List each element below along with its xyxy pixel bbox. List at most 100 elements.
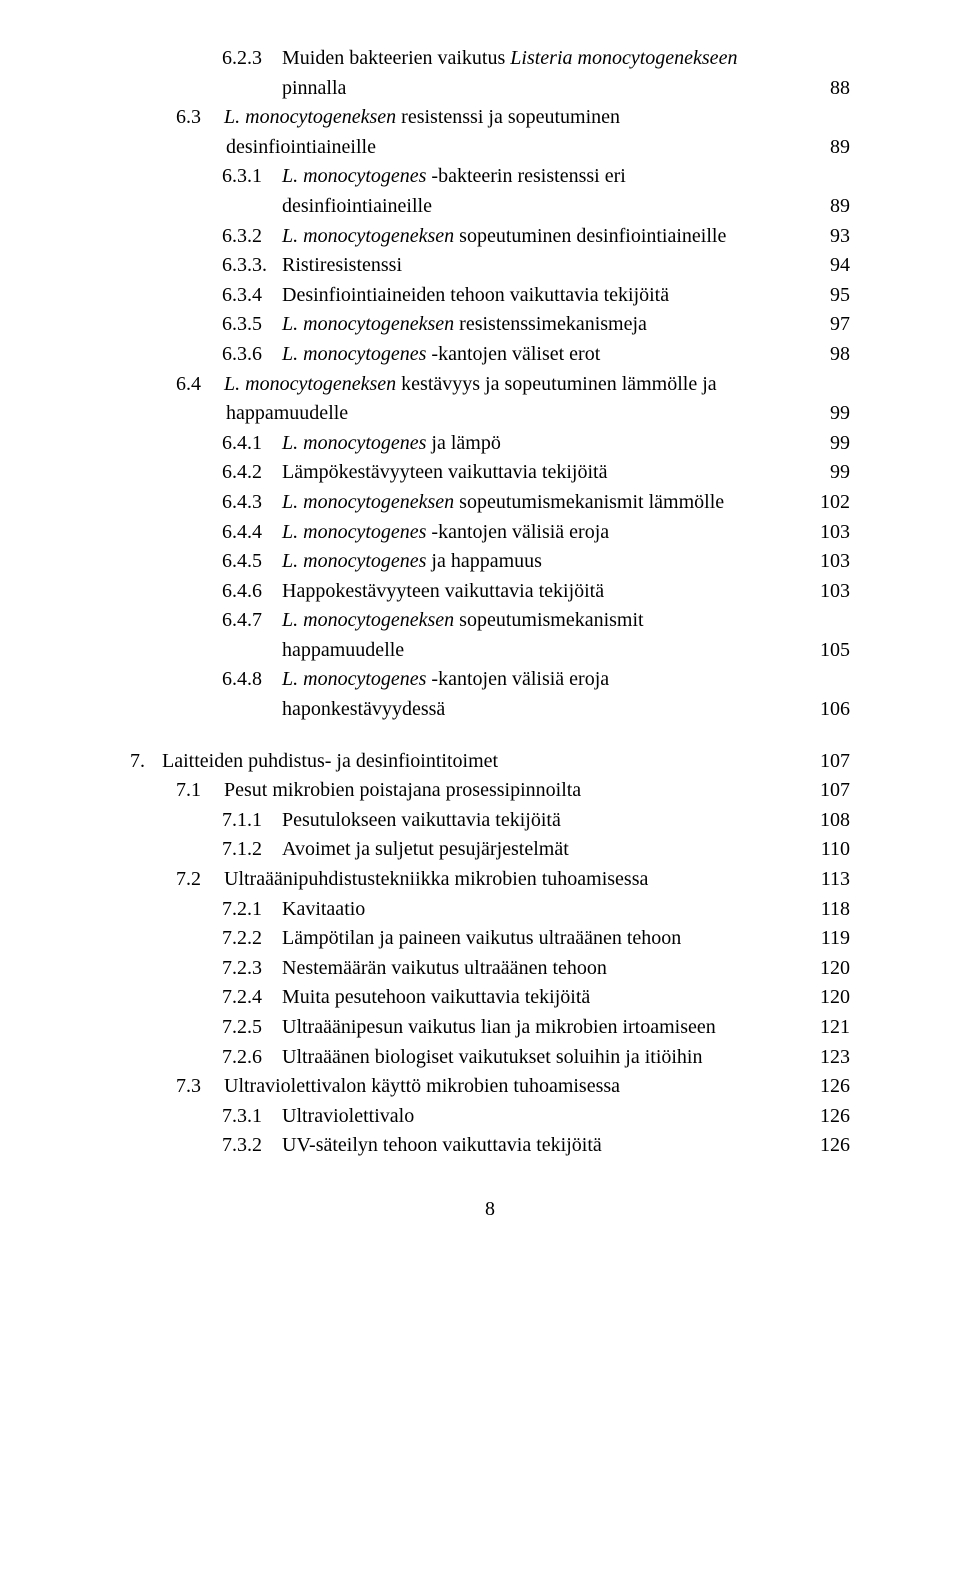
toc-entry-text: 6.4.8 L. monocytogenes -kantojen välisiä… [130, 665, 810, 695]
toc-entry: haponkestävyydessä 106 [130, 695, 850, 725]
toc-entry-text: 6.3 L. monocytogeneksen resistenssi ja s… [130, 103, 810, 133]
toc-entry: pinnalla 88 [130, 74, 850, 104]
toc-entry-number: 7.2 [176, 865, 224, 895]
toc-entry-number: 7.3.1 [222, 1102, 282, 1132]
toc-entry-page: 103 [810, 577, 850, 607]
toc-entry-label: resistenssi ja sopeutuminen [396, 106, 620, 128]
toc-entry-number: 6.4.5 [222, 547, 282, 577]
toc-entry-label: kestävyys ja sopeutuminen lämmölle ja [396, 373, 717, 395]
toc-entry-number: 6.3.3. [222, 251, 282, 281]
toc-entry-text: 6.4.3 L. monocytogeneksen sopeutumismeka… [130, 488, 810, 518]
toc-entry-label: ja lämpö [426, 432, 500, 454]
toc-entry-number: 6.4.3 [222, 488, 282, 518]
toc-entry: 6.4.7 L. monocytogeneksen sopeutumismeka… [130, 606, 850, 636]
toc-entry-label: L. monocytogenes [282, 432, 426, 454]
toc-entry: happamuudelle 105 [130, 636, 850, 666]
toc-entry-text: 6.4.7 L. monocytogeneksen sopeutumismeka… [130, 606, 810, 636]
toc-entry-page: 105 [810, 636, 850, 666]
toc-entry-label: ja happamuus [426, 550, 542, 572]
toc-entry: 7.2.4 Muita pesutehoon vaikuttavia tekij… [130, 983, 850, 1013]
toc-entry: 6.4.2 Lämpökestävyyteen vaikuttavia teki… [130, 458, 850, 488]
toc-entry-label: pinnalla [282, 77, 346, 99]
toc-entry-text: 6.4.4 L. monocytogenes -kantojen välisiä… [130, 518, 810, 548]
toc-entry-text: 6.3.2 L. monocytogeneksen sopeutuminen d… [130, 222, 810, 252]
toc-entry-label: happamuudelle [282, 639, 404, 661]
toc-entry-page: 89 [810, 192, 850, 222]
toc-entry-number: 6.3.5 [222, 310, 282, 340]
toc-entry-label: sopeutumismekanismit lämmölle [454, 491, 724, 513]
toc-entry-text: desinfiointiaineille [130, 192, 810, 222]
toc-entry-label: Avoimet ja suljetut pesujärjestelmät [282, 838, 569, 860]
toc-entry-text: 7.3.1 Ultraviolettivalo [130, 1102, 810, 1132]
toc-entry-label: L. monocytogeneksen [282, 313, 454, 335]
toc-entry: 6.3.5 L. monocytogeneksen resistenssimek… [130, 310, 850, 340]
toc-entry-number: 7.2.1 [222, 895, 282, 925]
toc-entry: desinfiointiaineille89 [130, 133, 850, 163]
toc-entry-page: 93 [810, 222, 850, 252]
toc-entry-number: 6.4.4 [222, 518, 282, 548]
toc-entry-number: 7.2.6 [222, 1043, 282, 1073]
toc-entry-text: 7.2 Ultraäänipuhdistustekniikka mikrobie… [130, 865, 810, 895]
toc-entry: 6.3.3. Ristiresistenssi94 [130, 251, 850, 281]
document-page: 6.2.3 Muiden bakteerien vaikutus Listeri… [0, 0, 960, 1285]
toc-entry-number: 7. [130, 747, 162, 777]
section-gap [130, 725, 850, 747]
toc-entry-number: 6.4.7 [222, 606, 282, 636]
toc-entry-label: -kantojen välisiä eroja [426, 521, 609, 543]
toc-entry: 7.3 Ultraviolettivalon käyttö mikrobien … [130, 1072, 850, 1102]
toc-entry-label: L. monocytogeneksen [282, 491, 454, 513]
toc-entry: 7.2.5 Ultraäänipesun vaikutus lian ja mi… [130, 1013, 850, 1043]
toc-entry-page: 102 [810, 488, 850, 518]
toc-entry-page: 118 [810, 895, 850, 925]
toc-entry-label: L. monocytogenes [282, 343, 426, 365]
toc-entry-page: 107 [810, 776, 850, 806]
toc-entry-text: 6.3.1 L. monocytogenes -bakteerin resist… [130, 162, 810, 192]
toc-entry-number: 7.2.3 [222, 954, 282, 984]
toc-entry-label: L. monocytogenes [282, 550, 426, 572]
toc-entry-text: 7.1.1 Pesutulokseen vaikuttavia tekijöit… [130, 806, 810, 836]
toc-entry-number: 7.3.2 [222, 1131, 282, 1161]
toc-entry: 7.1.2 Avoimet ja suljetut pesujärjestelm… [130, 835, 850, 865]
toc-entry-label: Ultraviolettivalon käyttö mikrobien tuho… [224, 1075, 620, 1097]
toc-entry-label: sopeutuminen desinfiointiaineille [454, 225, 726, 247]
toc-entry: 6.4.6 Happokestävyyteen vaikuttavia teki… [130, 577, 850, 607]
toc-entry-page: 110 [810, 835, 850, 865]
toc-entry-page: 89 [810, 133, 850, 163]
toc-entry-number: 6.3.1 [222, 162, 282, 192]
toc-entry-label: haponkestävyydessä [282, 698, 445, 720]
toc-entry-text: 6.2.3 Muiden bakteerien vaikutus Listeri… [130, 44, 810, 74]
toc-entry: 7.2.3 Nestemäärän vaikutus ultraäänen te… [130, 954, 850, 984]
toc-entry: 6.2.3 Muiden bakteerien vaikutus Listeri… [130, 44, 850, 74]
toc-entry: 6.4.3 L. monocytogeneksen sopeutumismeka… [130, 488, 850, 518]
toc-entry: 7.3.2 UV-säteilyn tehoon vaikuttavia tek… [130, 1131, 850, 1161]
toc-entry-number: 6.3.6 [222, 340, 282, 370]
toc-entry: 7. Laitteiden puhdistus- ja desinfiointi… [130, 747, 850, 777]
toc-entry-text: 7.2.5 Ultraäänipesun vaikutus lian ja mi… [130, 1013, 810, 1043]
toc-entry-label: Ultraäänen biologiset vaikutukset soluih… [282, 1046, 703, 1068]
toc-entry-number: 7.2.2 [222, 924, 282, 954]
toc-entry-label: desinfiointiaineille [282, 195, 432, 217]
toc-entry-number: 6.4 [176, 370, 224, 400]
toc-entry-page: 108 [810, 806, 850, 836]
toc-entry-text: 7.1.2 Avoimet ja suljetut pesujärjestelm… [130, 835, 810, 865]
toc-entry-page: 88 [810, 74, 850, 104]
toc-entry-page: 99 [810, 458, 850, 488]
toc-entry-page: 94 [810, 251, 850, 281]
toc-entry-number: 7.3 [176, 1072, 224, 1102]
toc-entry-number: 6.3.2 [222, 222, 282, 252]
toc-entry-text: 6.4.1 L. monocytogenes ja lämpö [130, 429, 810, 459]
toc-entry-label: -kantojen väliset erot [426, 343, 600, 365]
toc-entry-label: Muita pesutehoon vaikuttavia tekijöitä [282, 986, 590, 1008]
toc-entry-page: 120 [810, 954, 850, 984]
toc-entry-label: Listeria monocytogenekseen [510, 47, 737, 69]
toc-entry-label: Lämpötilan ja paineen vaikutus ultraääne… [282, 927, 681, 949]
toc-entry: 6.3.1 L. monocytogenes -bakteerin resist… [130, 162, 850, 192]
toc-entry-label: Ultraäänipesun vaikutus lian ja mikrobie… [282, 1016, 716, 1038]
toc-entry-page: 106 [810, 695, 850, 725]
toc-entry: 6.4 L. monocytogeneksen kestävyys ja sop… [130, 370, 850, 400]
toc-entry-page: 126 [810, 1131, 850, 1161]
toc-entry-number: 7.2.5 [222, 1013, 282, 1043]
toc-entry-page: 107 [810, 747, 850, 777]
toc-entry: 6.4.1 L. monocytogenes ja lämpö99 [130, 429, 850, 459]
toc-entry-page: 126 [810, 1072, 850, 1102]
